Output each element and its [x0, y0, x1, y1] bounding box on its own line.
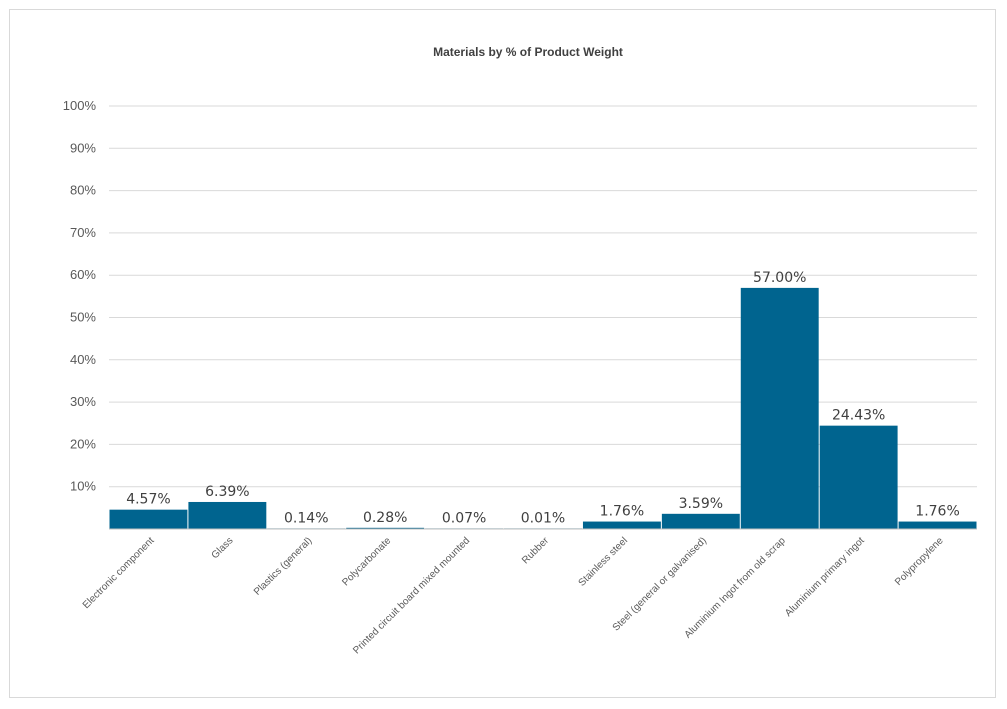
x-tick-label: Steel (general or galvanised)	[611, 535, 709, 633]
y-tick-label: 30%	[70, 394, 96, 409]
bar	[740, 287, 819, 529]
data-label: 1.76%	[600, 504, 644, 520]
y-tick-label: 50%	[70, 310, 96, 325]
data-labels: 4.57% 6.39% 0.14% 0.28% 0.07% 0.01% 1.76% 3.59%…	[126, 270, 960, 527]
data-label: 0.14%	[284, 510, 328, 526]
bar	[188, 501, 267, 529]
data-label: 0.01%	[521, 510, 565, 526]
y-tick-label: 90%	[70, 140, 96, 155]
bars	[109, 287, 977, 529]
y-tick-label: 40%	[70, 352, 96, 367]
y-tick-label: 60%	[70, 267, 96, 282]
y-axis-ticks: 10% 20% 30% 40% 50% 60% 70% 80% 90% 100%	[63, 98, 97, 494]
x-tick-label: Stainless steel	[577, 535, 630, 588]
x-tick-label: Electronic component	[81, 535, 157, 611]
data-label: 1.76%	[915, 504, 959, 520]
bar	[582, 521, 661, 529]
bar	[819, 425, 898, 529]
data-label: 0.28%	[363, 510, 407, 526]
bar	[346, 527, 425, 529]
x-tick-label: Aluminium primary ingot	[783, 535, 867, 619]
y-tick-label: 20%	[70, 436, 96, 451]
bar	[898, 521, 977, 529]
x-tick-label: Rubber	[520, 535, 551, 566]
y-tick-label: 80%	[70, 183, 96, 198]
data-label: 6.39%	[205, 484, 249, 500]
data-label: 4.57%	[126, 492, 170, 508]
chart-title: Materials by % of Product Weight	[433, 45, 623, 59]
data-label: 0.07%	[442, 510, 486, 526]
x-tick-label: Glass	[210, 535, 236, 561]
bar	[109, 509, 188, 529]
x-axis-ticks: Electronic component Glass Plastics (gener…	[81, 535, 946, 656]
data-label: 57.00%	[753, 270, 806, 286]
x-tick-label: Polycarbonate	[340, 535, 393, 588]
chart-frame	[9, 9, 996, 698]
y-tick-label: 10%	[70, 479, 96, 494]
x-tick-label: Polypropylene	[893, 535, 946, 588]
bar	[661, 513, 740, 529]
x-tick-label: Plastics (general)	[252, 535, 314, 597]
y-tick-label: 70%	[70, 225, 96, 240]
y-tick-label: 100%	[63, 98, 97, 113]
data-label: 3.59%	[679, 496, 723, 512]
data-label: 24.43%	[832, 408, 885, 424]
